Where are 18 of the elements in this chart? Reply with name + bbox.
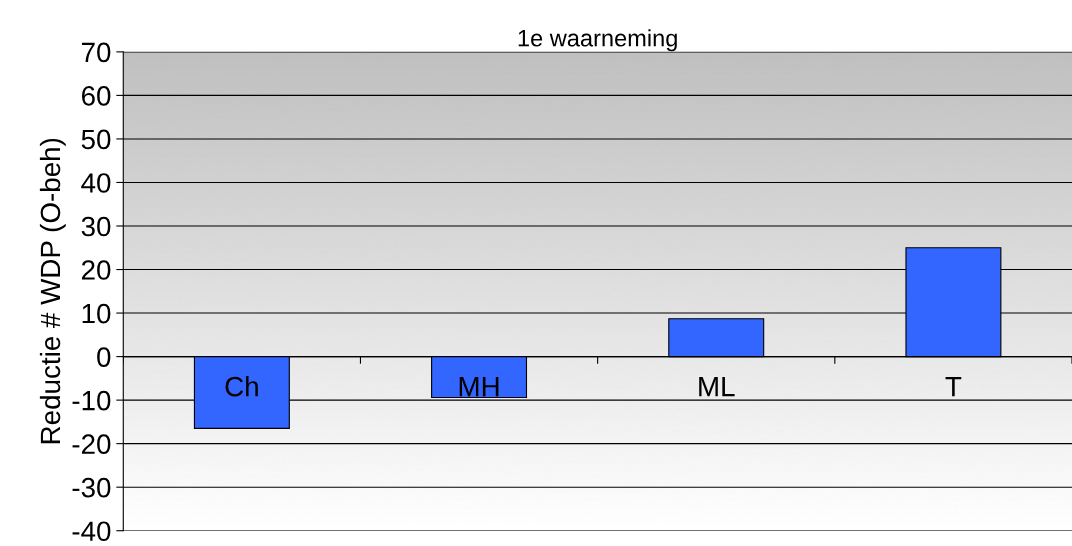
y-tick-label: -10 — [72, 390, 111, 411]
x-tick-label: ML — [699, 377, 735, 397]
y-axis-title: Reductie # WDP (O-beh) — [39, 138, 66, 444]
y-tick-label: 20 — [81, 260, 111, 280]
x-tick-label: MH — [459, 377, 499, 397]
y-tick-label: 40 — [81, 173, 111, 193]
x-tick-label: T — [945, 377, 962, 397]
y-tick-label: 60 — [81, 86, 111, 106]
y-tick-label: -40 — [72, 521, 111, 542]
y-tick-label: 10 — [82, 303, 111, 324]
chart-title: 1e waarneming — [518, 29, 677, 52]
x-tick-label: Ch — [225, 376, 258, 397]
y-tick-label: -30 — [72, 477, 111, 498]
y-tick-label: -20 — [72, 434, 111, 454]
y-tick-label: 0 — [97, 347, 111, 367]
y-tick-label: 70 — [82, 42, 111, 63]
y-tick-label: 50 — [81, 129, 111, 150]
y-tick-label: 30 — [81, 216, 111, 237]
